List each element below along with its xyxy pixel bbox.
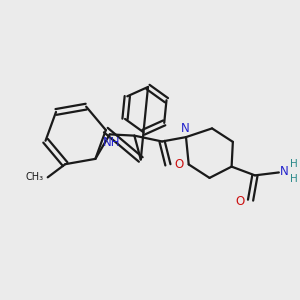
Text: O: O — [174, 158, 184, 171]
Text: NH: NH — [102, 136, 120, 149]
Text: CH₃: CH₃ — [25, 172, 43, 182]
Text: N: N — [280, 165, 289, 178]
Text: O: O — [235, 195, 244, 208]
Text: H: H — [290, 159, 298, 169]
Text: H: H — [290, 175, 298, 184]
Text: N: N — [181, 122, 190, 135]
